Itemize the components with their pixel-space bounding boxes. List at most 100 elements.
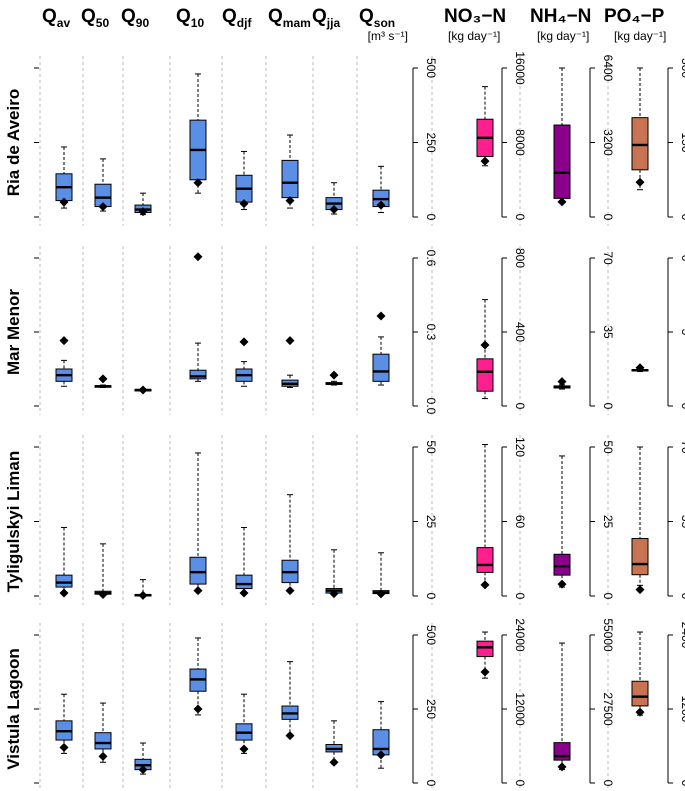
- nutrient-axis-2-NO3: 0 60 120: [501, 437, 527, 600]
- nutrient-axis-3-NO3: 0 12000 24000: [501, 618, 527, 787]
- mean-marker: [239, 337, 249, 347]
- mean-marker: [59, 336, 69, 346]
- nutrient-box-0-NH4: [553, 67, 571, 207]
- flow-box-0-Q90: [134, 192, 152, 217]
- nutrient-axis-1-PO4: 0 3 6: [667, 255, 685, 410]
- flow-axis-0: 0 250 500: [412, 58, 438, 221]
- column-header-Qav: Qav: [42, 6, 70, 30]
- nutrient-axis-2-PO4: 0 35 70: [667, 440, 685, 600]
- row-label-1: Mar Menor: [4, 289, 23, 375]
- column-header-Qdjf: Qdjf: [222, 6, 252, 30]
- axis-tick-label: 0: [513, 593, 527, 600]
- flow-box-1-Qson: [372, 311, 390, 386]
- axis-tick-label: 0: [513, 403, 527, 410]
- mean-marker: [635, 177, 645, 187]
- nutrient-box-3-NO3: [476, 631, 494, 679]
- mean-marker: [98, 751, 108, 761]
- axis-tick-label: 50: [424, 440, 438, 454]
- column-header-Qmam: Qmam: [268, 6, 311, 30]
- nutrient-axis-3-PO4: 0 1200 2400: [667, 622, 685, 787]
- mean-marker: [635, 363, 645, 373]
- flow-box-1-Qjja: [325, 370, 343, 386]
- box-iqr: [553, 742, 571, 761]
- axis-tick-label: 1200: [679, 696, 685, 723]
- flow-box-1-Qav: [55, 336, 73, 387]
- mean-marker: [193, 252, 203, 262]
- flow-unit-label: [m³ s⁻¹]: [368, 29, 408, 43]
- axis-tick-label: 25: [601, 515, 615, 529]
- mean-marker: [376, 200, 386, 210]
- box-iqr: [189, 556, 207, 585]
- flow-box-3-Qdjf: [235, 693, 253, 754]
- row-label-0: Ria de Aveiro: [4, 89, 23, 196]
- axis-tick-label: 16000: [513, 51, 527, 85]
- nutrient-unit-NO3: [kg day⁻¹]: [448, 29, 500, 43]
- axis-tick-label: 400: [513, 322, 527, 342]
- box-iqr: [553, 553, 571, 576]
- mean-marker: [557, 197, 567, 207]
- flow-box-0-Q50: [94, 158, 112, 212]
- axis-tick-label: 0.0: [424, 398, 438, 415]
- mean-marker: [635, 707, 645, 717]
- mean-marker: [480, 580, 490, 590]
- axis-tick-label: 70: [679, 440, 685, 454]
- mean-marker: [376, 750, 386, 760]
- nutrient-unit-NH4: [kg day⁻¹]: [537, 29, 589, 43]
- axis-tick-label: 6400: [601, 55, 615, 82]
- flow-axis-3: 0 250 500: [412, 625, 438, 787]
- nutrient-box-0-NO3: [476, 86, 494, 167]
- flow-box-0-Qmam: [281, 134, 299, 209]
- axis-tick-label: 120: [513, 437, 527, 457]
- axis-tick-label: 27500: [601, 692, 615, 726]
- nutrient-axis-0-NH4: 0 3200 6400: [589, 55, 615, 221]
- nutrient-box-2-NO3: [476, 444, 494, 590]
- mean-marker: [193, 586, 203, 596]
- box-iqr: [94, 732, 112, 750]
- mean-marker: [480, 667, 490, 677]
- flow-box-0-Qav: [55, 146, 73, 209]
- mean-marker: [557, 579, 567, 589]
- flow-box-2-Q10: [189, 452, 207, 596]
- nutrient-box-1-NH4: [553, 377, 571, 390]
- mean-marker: [59, 742, 69, 752]
- mean-marker: [480, 340, 490, 350]
- axis-tick-label: 35: [601, 325, 615, 339]
- nutrient-box-3-NH4: [553, 642, 571, 772]
- mean-marker: [635, 585, 645, 595]
- mean-marker: [59, 197, 69, 207]
- flow-box-1-Q10: [189, 252, 207, 382]
- flow-box-2-Qmam: [281, 494, 299, 596]
- axis-tick-label: 35: [679, 515, 685, 529]
- nutrient-box-1-NO3: [476, 299, 494, 400]
- flow-axis-1: 0.0 0.3 0.6: [412, 250, 438, 415]
- flow-box-2-Q90: [134, 579, 152, 600]
- box-iqr: [189, 369, 207, 380]
- axis-tick-label: 800: [513, 248, 527, 268]
- box-iqr: [631, 538, 649, 576]
- box-iqr: [553, 124, 571, 199]
- flow-box-0-Q10: [189, 73, 207, 194]
- box-iqr: [372, 353, 390, 382]
- mean-marker: [98, 374, 108, 384]
- nutrient-box-3-PO4: [631, 631, 649, 717]
- mean-marker: [138, 385, 148, 395]
- mean-marker: [59, 588, 69, 598]
- axis-tick-label: 0.3: [424, 324, 438, 341]
- box-iqr: [235, 574, 253, 590]
- axis-tick-label: 250: [424, 699, 438, 719]
- row-label-3: Vistula Lagoon: [4, 648, 23, 770]
- flow-box-3-Q90: [134, 742, 152, 775]
- flow-box-3-Qmam: [281, 661, 299, 741]
- axis-tick-label: 0: [601, 593, 615, 600]
- flow-axis-2: 0 25 50: [412, 440, 438, 600]
- box-iqr: [631, 680, 649, 707]
- axis-tick-label: 0: [601, 403, 615, 410]
- axis-tick-label: 60: [513, 515, 527, 529]
- flow-box-2-Qav: [55, 526, 73, 598]
- axis-tick-label: 0: [424, 593, 438, 600]
- flow-box-1-Q90: [134, 385, 152, 395]
- flow-box-3-Q50: [94, 702, 112, 763]
- axis-tick-label: 0.6: [424, 250, 438, 267]
- nutrient-box-0-PO4: [631, 67, 649, 191]
- axis-tick-label: 150: [679, 132, 685, 152]
